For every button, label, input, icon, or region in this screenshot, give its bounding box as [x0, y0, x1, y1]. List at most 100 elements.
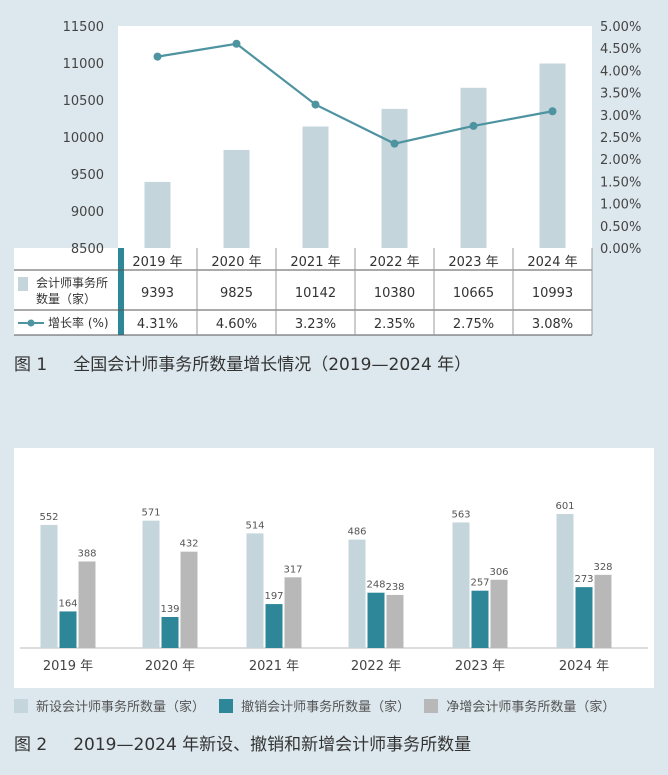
- fig2-data-label: 563: [451, 509, 470, 520]
- fig1-y2-tick: 4.50%: [600, 42, 641, 57]
- fig2-data-label: 328: [593, 562, 612, 573]
- fig2-bar: [40, 524, 58, 648]
- fig1-y2-tick: 3.50%: [600, 87, 641, 102]
- fig2-bar: [348, 539, 366, 648]
- fig1-y-tick: 9000: [71, 205, 104, 220]
- legend-label-net: 净增会计师事务所数量（家）: [446, 700, 616, 715]
- fig2-bar: [142, 520, 160, 648]
- figure1-caption: 图 1 全国会计师事务所数量增长情况（2019—2024 年）: [14, 350, 471, 375]
- fig1-legend-line-marker: [27, 319, 35, 327]
- fig2-data-label: 197: [264, 591, 283, 602]
- fig1-growth-point: [232, 39, 241, 48]
- figure2-caption-number: 图 2: [14, 735, 48, 755]
- fig2-data-label: 238: [385, 582, 404, 593]
- fig1-y2-tick: 3.00%: [600, 109, 641, 124]
- fig2-data-label: 139: [160, 604, 179, 615]
- fig2-data-label: 257: [470, 578, 489, 589]
- fig1-y2-tick: 5.00%: [600, 20, 641, 35]
- figure2-chart: 552 164 388 2019 年 571 139 432 2020 年 514 197 317 2…: [20, 501, 648, 674]
- fig1-y2-tick: 4.00%: [600, 64, 641, 79]
- fig1-count-value: 10665: [453, 286, 494, 301]
- fig1-rate-value: 4.31%: [137, 317, 178, 332]
- fig1-bar: [539, 63, 566, 248]
- fig1-rate-value: 2.75%: [453, 317, 494, 332]
- fig2-bar: [575, 587, 593, 648]
- fig1-rate-value: 3.08%: [532, 317, 573, 332]
- fig1-y2-tick: 0.50%: [600, 220, 641, 235]
- fig2-category-label: 2020 年: [145, 659, 195, 674]
- figure2-caption: 图 2 2019—2024 年新设、撤销和新增会计师事务所数量: [14, 730, 471, 755]
- fig2-category-label: 2023 年: [455, 659, 505, 674]
- fig1-growth-point: [548, 107, 557, 116]
- fig2-data-label: 388: [77, 548, 96, 559]
- fig1-growth-line: [157, 42, 553, 145]
- legend-label-cancelled: 撤销会计师事务所数量（家）: [241, 700, 411, 715]
- fig2-bar: [556, 513, 574, 648]
- figure1-table-area: [14, 248, 592, 335]
- fig2-data-label: 248: [366, 580, 385, 591]
- fig2-bar: [367, 592, 385, 648]
- figure2-caption-text: 2019—2024 年新设、撤销和新增会计师事务所数量: [73, 735, 472, 755]
- fig2-bar: [594, 574, 612, 648]
- fig1-growth-point: [390, 139, 399, 148]
- fig1-category-label: 2024 年: [527, 255, 577, 270]
- fig2-category-label: 2024 年: [559, 659, 609, 674]
- figure1-caption-text: 全国会计师事务所数量增长情况（2019—2024 年）: [73, 355, 472, 375]
- fig2-bar: [386, 594, 404, 648]
- fig2-data-label: 164: [58, 598, 77, 609]
- fig2-bar: [161, 617, 179, 648]
- legend-item-net: 净增会计师事务所数量（家）: [424, 696, 615, 715]
- fig2-category-label: 2019 年: [43, 659, 93, 674]
- fig1-bar: [381, 108, 408, 248]
- fig1-rate-value: 3.23%: [295, 317, 336, 332]
- fig2-bar: [246, 533, 264, 648]
- fig1-count-value: 9393: [141, 286, 174, 301]
- fig1-category-label: 2022 年: [369, 255, 419, 270]
- fig1-count-value: 10380: [374, 286, 415, 301]
- fig2-data-label: 571: [141, 508, 160, 519]
- fig2-data-label: 552: [39, 512, 58, 523]
- fig2-bar: [490, 579, 508, 648]
- fig1-legend-bar-swatch: [18, 277, 28, 291]
- fig1-table-accent: [118, 248, 124, 335]
- legend-item-new: 新设会计师事务所数量（家）: [14, 696, 205, 715]
- legend-swatch-new: [14, 698, 28, 713]
- fig2-bar: [78, 561, 96, 648]
- fig1-growth-point: [469, 121, 478, 130]
- fig2-bar: [471, 590, 489, 648]
- fig1-row-label-rate: 增长率 (%): [48, 315, 109, 330]
- fig1-bar: [460, 87, 487, 248]
- fig2-data-label: 306: [489, 567, 508, 578]
- fig1-growth-point: [153, 52, 162, 61]
- fig1-y-tick: 9500: [71, 168, 104, 183]
- fig1-count-value: 10993: [532, 286, 573, 301]
- fig1-category-label: 2020 年: [211, 255, 261, 270]
- fig1-bar: [144, 181, 171, 248]
- fig1-category-label: 2021 年: [290, 255, 340, 270]
- fig1-y2-tick: 0.00%: [600, 242, 641, 257]
- figure2-legend: 新设会计师事务所数量（家） 撤销会计师事务所数量（家） 净增会计师事务所数量（家…: [14, 696, 654, 717]
- legend-item-cancelled: 撤销会计师事务所数量（家）: [219, 696, 410, 715]
- fig2-data-label: 601: [555, 501, 574, 512]
- fig1-category-label: 2023 年: [448, 255, 498, 270]
- fig1-rate-value: 4.60%: [216, 317, 257, 332]
- fig1-y-tick: 11500: [63, 20, 104, 35]
- fig1-bar: [302, 126, 329, 248]
- fig2-bar: [284, 577, 302, 648]
- fig2-data-label: 273: [574, 574, 593, 585]
- fig2-data-label: 514: [245, 520, 264, 531]
- fig1-y2-tick: 2.50%: [600, 131, 641, 146]
- fig2-data-label: 486: [347, 527, 366, 538]
- legend-swatch-cancelled: [219, 698, 234, 713]
- fig1-count-value: 10142: [295, 286, 336, 301]
- fig2-bar: [265, 604, 283, 648]
- fig2-bar: [180, 551, 198, 648]
- figure1-chart: 11500 11000 10500 10000 9500 9000 8500 5.00% 4.…: [14, 20, 641, 336]
- fig1-rate-value: 2.35%: [374, 317, 415, 332]
- figure2-panel: 552 164 388 2019 年 571 139 432 2020 年 514 197 317 2…: [14, 448, 654, 688]
- fig2-category-label: 2022 年: [351, 659, 401, 674]
- fig1-y-tick: 11000: [63, 57, 104, 72]
- fig1-y2-tick: 1.50%: [600, 175, 641, 190]
- fig2-data-label: 317: [283, 564, 302, 575]
- fig2-category-label: 2021 年: [249, 659, 299, 674]
